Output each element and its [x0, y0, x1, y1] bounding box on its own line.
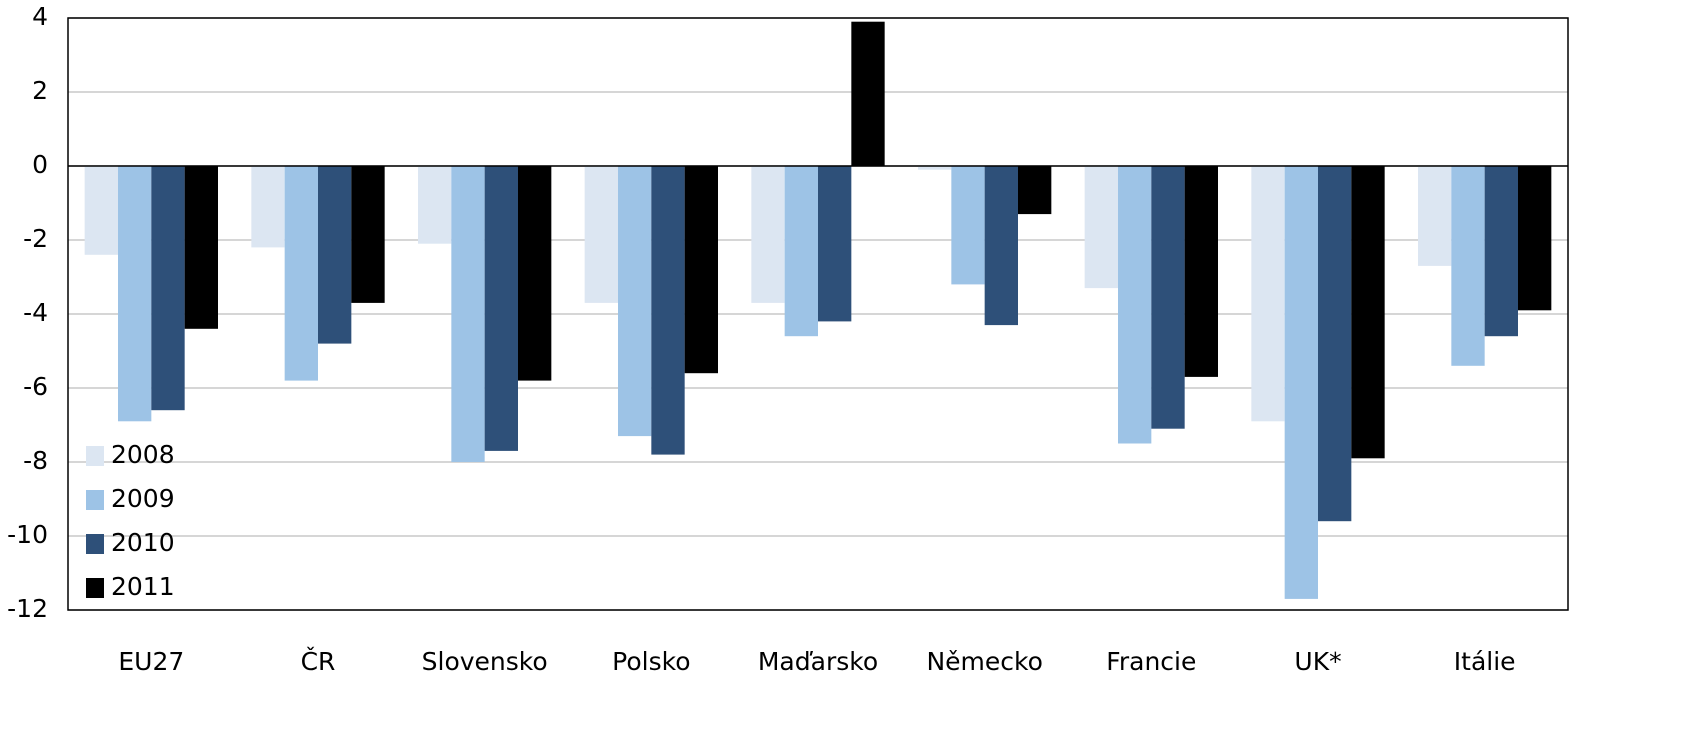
- y-tick-label: -10: [7, 520, 48, 549]
- bar: [1184, 166, 1218, 377]
- bar: [1318, 166, 1352, 522]
- bar: [651, 166, 685, 455]
- y-tick-label: -2: [23, 224, 48, 253]
- bar: [951, 166, 985, 285]
- legend-label: 2009: [111, 484, 175, 513]
- bar: [984, 166, 1018, 326]
- bar: [1484, 166, 1518, 337]
- bar: [1151, 166, 1185, 429]
- bar: [918, 166, 952, 170]
- legend-label: 2011: [111, 572, 175, 601]
- x-tick-label: Francie: [1106, 647, 1196, 676]
- legend-label: 2010: [111, 528, 175, 557]
- x-tick-label: ČR: [301, 646, 336, 676]
- bar: [851, 21, 885, 167]
- bar: [451, 166, 485, 462]
- bar: [1418, 166, 1452, 266]
- y-tick-label: 2: [32, 76, 48, 105]
- legend-swatch: [86, 446, 104, 466]
- bar: [1118, 166, 1152, 444]
- bar: [351, 166, 385, 303]
- plot-frame: [67, 17, 1569, 611]
- bar: [151, 166, 185, 411]
- bar: [251, 166, 285, 248]
- x-tick-label: Německo: [926, 647, 1042, 676]
- bar: [784, 166, 818, 337]
- x-tick-label: Polsko: [612, 647, 690, 676]
- bar: [818, 166, 852, 322]
- bar: [618, 166, 652, 437]
- bar: [318, 166, 352, 344]
- bar: [751, 166, 785, 303]
- bar: [118, 166, 152, 422]
- bar: [184, 166, 218, 329]
- bar: [684, 166, 718, 374]
- y-tick-label: -4: [23, 298, 48, 327]
- bar: [1451, 166, 1485, 366]
- bar: [84, 166, 118, 255]
- x-tick-label: Itálie: [1454, 647, 1516, 676]
- bar: [284, 166, 318, 381]
- y-tick-label: 4: [32, 2, 48, 31]
- x-tick-label: Maďarsko: [758, 647, 878, 676]
- y-tick-label: 0: [32, 150, 48, 179]
- bar: [1284, 166, 1318, 599]
- y-tick-label: -12: [7, 594, 48, 623]
- x-tick-label: EU27: [118, 647, 184, 676]
- bar: [1018, 166, 1052, 215]
- bar: [484, 166, 518, 451]
- legend-label: 2008: [111, 440, 175, 469]
- y-tick-label: -8: [23, 446, 48, 475]
- legend-swatch: [86, 490, 104, 510]
- legend-swatch: [86, 534, 104, 554]
- x-tick-label: UK*: [1294, 647, 1341, 676]
- bar: [1084, 166, 1118, 289]
- bar: [418, 166, 452, 244]
- bar: [1518, 166, 1552, 311]
- bar: [1351, 166, 1385, 459]
- y-tick-label: -6: [23, 372, 48, 401]
- bar: [518, 166, 552, 381]
- x-tick-label: Slovensko: [422, 647, 548, 676]
- legend-swatch: [86, 578, 104, 598]
- bar: [1251, 166, 1285, 422]
- bar: [584, 166, 618, 303]
